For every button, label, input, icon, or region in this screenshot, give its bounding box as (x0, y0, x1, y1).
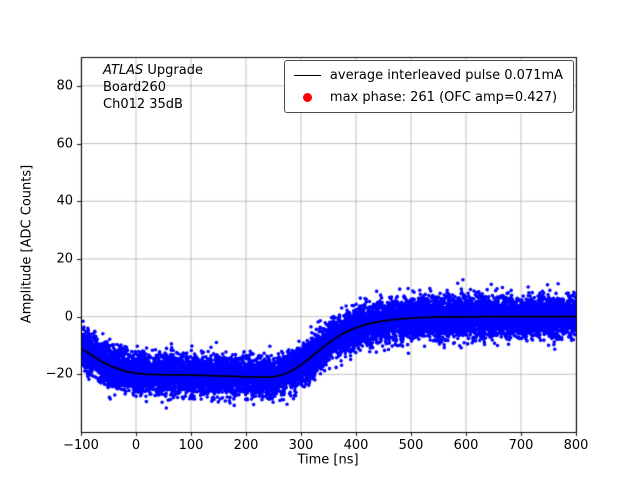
x-tick-label: 0 (131, 438, 141, 453)
y-tick-label: 80 (56, 78, 73, 94)
y-tick-label: 0 (64, 309, 73, 325)
legend: average interleaved pulse 0.071mA max ph… (283, 60, 574, 113)
x-tick-label: −100 (63, 438, 99, 453)
annotation-line-1: ATLAS Upgrade (103, 62, 203, 79)
legend-entry-average-pulse: average interleaved pulse 0.071mA (293, 68, 563, 83)
legend-label-max-phase: max phase: 261 (OFC amp=0.427) (329, 90, 558, 105)
red-dot-icon (302, 93, 312, 102)
x-tick-label: 800 (563, 438, 589, 453)
x-axis-label: Time [ns] (297, 452, 359, 468)
y-tick-label: 60 (56, 136, 73, 152)
x-tick-label: 600 (453, 438, 479, 453)
line-swatch-icon (293, 75, 321, 76)
legend-label-average-pulse: average interleaved pulse 0.071mA (329, 68, 563, 83)
legend-entry-max-phase: max phase: 261 (OFC amp=0.427) (294, 90, 563, 105)
plot-annotation: ATLAS Upgrade Board260 Ch012 35dB (103, 62, 203, 113)
annotation-board-label: Board260 (103, 80, 167, 95)
x-tick-label: 300 (288, 438, 314, 453)
annotation-upgrade-text: Upgrade (143, 63, 203, 78)
y-tick-label: −20 (45, 366, 73, 382)
legend-line-swatch (293, 75, 321, 76)
x-tick-label: 400 (343, 438, 369, 453)
x-tick-label: 100 (178, 438, 204, 453)
y-axis-label: Amplitude [ADC Counts] (19, 164, 35, 324)
y-tick-label: 40 (56, 193, 73, 209)
x-tick-label: 700 (508, 438, 534, 453)
legend-marker-swatch (294, 93, 321, 102)
annotation-channel-label: Ch012 35dB (103, 97, 183, 112)
annotation-experiment-name: ATLAS (103, 63, 144, 78)
y-tick-label: 20 (56, 251, 73, 267)
x-tick-label: 500 (398, 438, 424, 453)
x-tick-label: 200 (233, 438, 259, 453)
